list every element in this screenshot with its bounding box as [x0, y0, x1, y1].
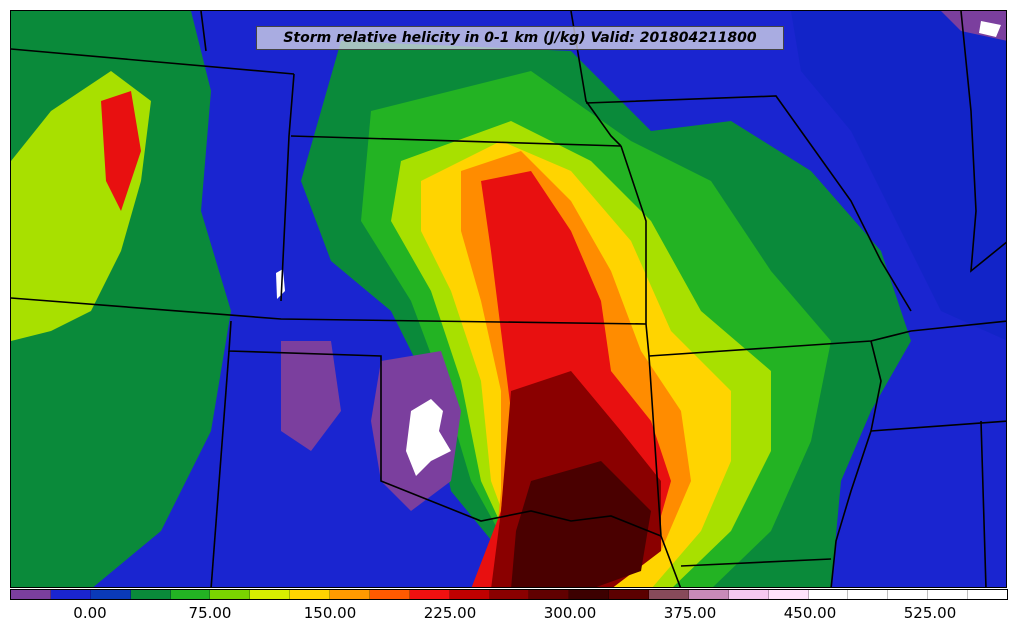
field-blue-east [791, 11, 1006, 341]
colorbar-segment [928, 590, 968, 599]
colorbar-tick-label: 225.00 [423, 604, 477, 622]
colorbar-segment [609, 590, 649, 599]
helicity-map [11, 11, 1006, 587]
colorbar-tick-label: 525.00 [903, 604, 957, 622]
field-maroon [511, 461, 651, 587]
colorbar-segment [449, 590, 490, 599]
colorbar-segment [210, 590, 251, 599]
colorbar-tick-label: 0.00 [73, 604, 107, 622]
colorbar-segment [11, 590, 51, 599]
colorbar-segment [409, 590, 450, 599]
colorbar-segment [848, 590, 889, 599]
map-title: Storm relative helicity in 0-1 km (J/kg)… [256, 26, 784, 50]
colorbar-segment [290, 590, 330, 599]
field-white-center [406, 399, 451, 476]
colorbar-segment [369, 590, 410, 599]
colorbar-segment [768, 590, 809, 599]
colorbar-segment [968, 590, 1007, 599]
colorbar-segment [330, 590, 370, 599]
colorbar-segment [489, 590, 530, 599]
colorbar-segment [529, 590, 570, 599]
colorbar-segment [50, 590, 91, 599]
colorbar-segment [888, 590, 929, 599]
colorbar-tick-label: 300.00 [543, 604, 597, 622]
colorbar-tick-label: 375.00 [663, 604, 717, 622]
colorbar-tick-label: 75.00 [188, 604, 232, 622]
colorbar-segment [808, 590, 849, 599]
colorbar-segment [728, 590, 769, 599]
field-white-ne [979, 21, 1001, 37]
colorbar-segment [90, 590, 131, 599]
colorbar-segment [569, 590, 610, 599]
colorbar-tick-label: 450.00 [783, 604, 837, 622]
colorbar-tick-label: 150.00 [303, 604, 357, 622]
state-boundaries [11, 11, 1006, 587]
colorbar-segment [130, 590, 171, 599]
map-panel: Storm relative helicity in 0-1 km (J/kg)… [10, 10, 1007, 588]
colorbar-segment [649, 590, 689, 599]
colorbar-segment [688, 590, 729, 599]
colorbar [10, 589, 1008, 600]
colorbar-segment [170, 590, 211, 599]
field-purple-sw [281, 341, 341, 451]
field-mountain-red [101, 91, 141, 211]
colorbar-segment [250, 590, 291, 599]
